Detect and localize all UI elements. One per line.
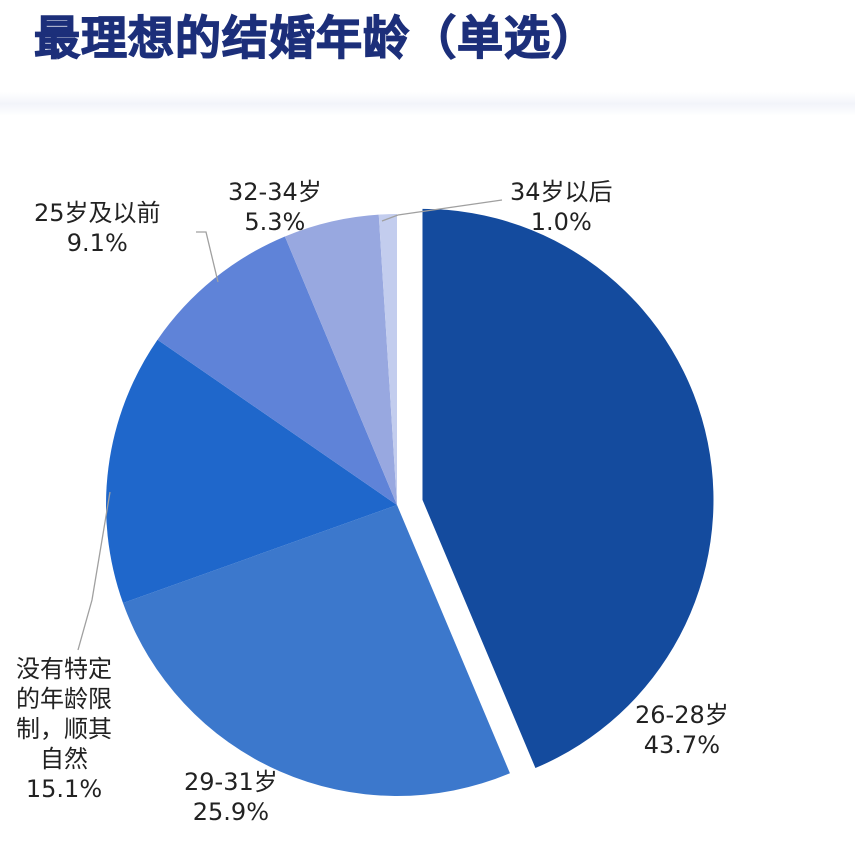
label-29-31: 29-31岁 25.9%: [184, 767, 278, 827]
slice-25-before: [157, 236, 397, 505]
label-line: 自然: [40, 745, 88, 773]
label-pct: 25.9%: [192, 798, 269, 826]
slice-32-34: [284, 214, 397, 506]
chart-title: 最理想的结婚年龄（单选）: [33, 10, 598, 65]
label-pct: 9.1%: [66, 229, 128, 257]
slice-29-31: [123, 505, 510, 797]
slice-no-limit: [105, 339, 397, 604]
label-name: 29-31岁: [184, 768, 278, 796]
label-26-28: 26-28岁 43.7%: [635, 700, 729, 760]
label-line: 制，顺其: [16, 715, 112, 743]
label-32-34: 32-34岁 5.3%: [228, 177, 322, 237]
label-25-before: 25岁及以前 9.1%: [34, 198, 161, 258]
label-pct: 43.7%: [643, 731, 720, 759]
label-name: 32-34岁: [228, 178, 322, 206]
label-pct: 15.1%: [25, 775, 103, 803]
label-pct: 1.0%: [530, 208, 592, 236]
label-name: 25岁及以前: [34, 199, 161, 227]
label-name: 34岁以后: [510, 178, 613, 206]
label-name: 26-28岁: [635, 701, 729, 729]
slice-34-after: [378, 214, 397, 505]
label-no-limit: 没有特定 的年龄限 制，顺其 自然 15.1%: [16, 654, 112, 804]
label-line: 没有特定: [16, 655, 112, 683]
leader-line-25-before: [196, 231, 219, 283]
label-pct: 5.3%: [244, 208, 306, 236]
label-line: 的年龄限: [16, 685, 112, 713]
header-divider-band: [0, 92, 855, 116]
leader-line-no-limit: [77, 491, 111, 651]
label-34-after: 34岁以后 1.0%: [510, 177, 613, 237]
leader-line-34-after: [381, 199, 503, 222]
slice-26-28: [422, 208, 714, 769]
